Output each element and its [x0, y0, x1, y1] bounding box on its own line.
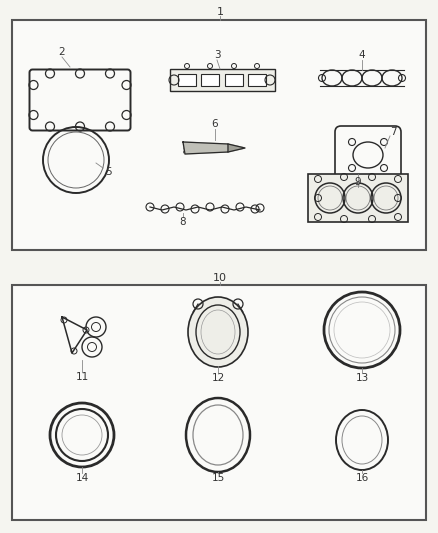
Bar: [201, 74, 219, 86]
Bar: [308, 174, 408, 222]
Text: 15: 15: [212, 473, 225, 483]
Bar: [170, 69, 275, 91]
Text: 6: 6: [212, 119, 218, 129]
Text: 2: 2: [59, 47, 65, 57]
Text: 8: 8: [180, 217, 186, 227]
Bar: [12, 285, 426, 520]
Text: 12: 12: [212, 373, 225, 383]
Text: 3: 3: [214, 50, 220, 60]
Text: 11: 11: [75, 372, 88, 382]
Text: 7: 7: [390, 127, 396, 137]
Text: 5: 5: [105, 167, 111, 177]
Bar: [178, 74, 196, 86]
Text: 13: 13: [355, 373, 369, 383]
Bar: [12, 20, 426, 250]
Polygon shape: [228, 144, 245, 152]
Text: 9: 9: [355, 177, 361, 187]
Text: 1: 1: [216, 7, 223, 17]
Text: 4: 4: [359, 50, 365, 60]
Polygon shape: [183, 142, 228, 154]
Text: 10: 10: [213, 273, 227, 283]
Text: 16: 16: [355, 473, 369, 483]
Bar: [248, 74, 266, 86]
Ellipse shape: [188, 297, 248, 367]
Text: 14: 14: [75, 473, 88, 483]
Bar: [225, 74, 243, 86]
